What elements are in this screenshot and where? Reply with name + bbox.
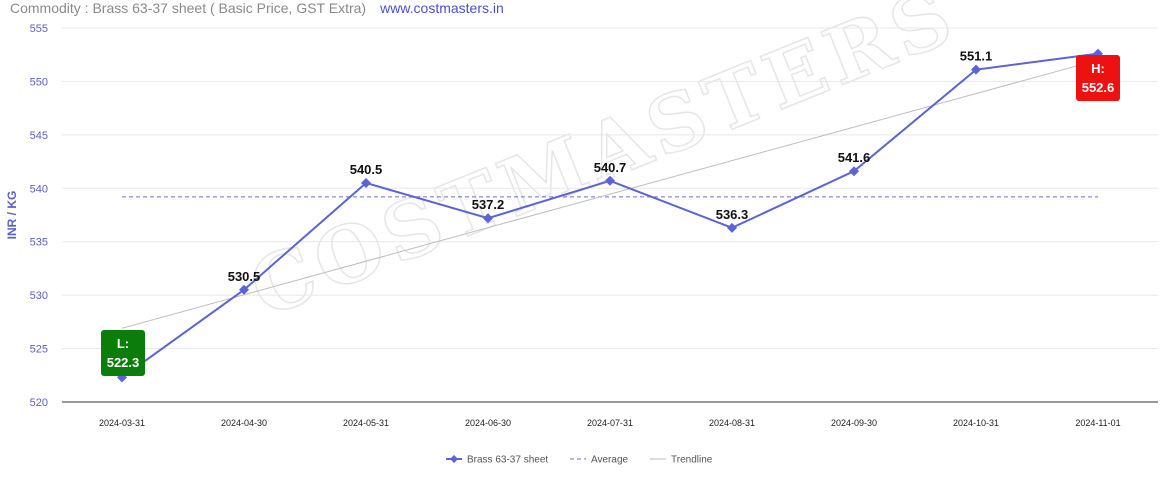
x-tick-label: 2024-05-31 — [343, 418, 389, 428]
x-tick-label: 2024-04-30 — [221, 418, 267, 428]
x-tick-label: 2024-11-01 — [1075, 418, 1120, 428]
legend-series-marker — [450, 455, 458, 463]
x-tick-label: 2024-07-31 — [587, 418, 633, 428]
legend-trendline-label[interactable]: Trendline — [671, 455, 713, 466]
site-link[interactable]: www.costmasters.in — [380, 0, 504, 16]
high-badge-value: 552.6 — [1082, 80, 1115, 95]
y-tick-label: 540 — [30, 183, 48, 195]
high-badge: H: 552.6 — [1076, 55, 1120, 101]
x-tick-label: 2024-10-31 — [953, 418, 999, 428]
data-label: 536.3 — [716, 207, 749, 222]
data-label: 540.7 — [594, 160, 627, 175]
low-badge: L: 522.3 — [101, 330, 145, 376]
y-tick-label: 530 — [30, 290, 48, 302]
y-tick-label: 550 — [30, 76, 48, 88]
data-label: 541.6 — [838, 150, 871, 165]
chart-title: Commodity : Brass 63-37 sheet ( Basic Pr… — [10, 0, 367, 16]
data-point[interactable] — [239, 284, 249, 295]
data-point[interactable] — [971, 64, 981, 75]
y-tick-label: 520 — [30, 397, 48, 409]
y-tick-label: 545 — [30, 130, 48, 142]
y-tick-label: 535 — [30, 237, 48, 249]
data-label: 540.5 — [350, 162, 383, 177]
low-badge-label: L: — [117, 336, 129, 351]
data-point[interactable] — [727, 222, 737, 233]
data-label: 537.2 — [472, 197, 505, 212]
high-badge-label: H: — [1091, 61, 1105, 76]
y-tick-label: 525 — [30, 344, 48, 356]
data-label: 530.5 — [228, 269, 261, 284]
data-label: 551.1 — [960, 49, 993, 64]
x-tick-label: 2024-03-31 — [99, 418, 145, 428]
chart-header: Commodity : Brass 63-37 sheet ( Basic Pr… — [10, 0, 504, 16]
legend-series-label[interactable]: Brass 63-37 sheet — [467, 455, 548, 466]
y-axis-title: INR / KG — [5, 191, 19, 240]
low-badge-box — [101, 330, 145, 376]
x-tick-label: 2024-08-31 — [709, 418, 755, 428]
x-tick-label: 2024-06-30 — [465, 418, 511, 428]
high-badge-box — [1076, 55, 1120, 101]
low-badge-value: 522.3 — [107, 355, 140, 370]
data-point[interactable] — [483, 213, 493, 224]
x-tick-label: 2024-09-30 — [831, 418, 877, 428]
data-point[interactable] — [361, 177, 371, 188]
data-point[interactable] — [605, 175, 615, 186]
legend-average-label[interactable]: Average — [591, 455, 629, 466]
y-tick-label: 555 — [30, 23, 48, 35]
data-point[interactable] — [849, 166, 859, 177]
